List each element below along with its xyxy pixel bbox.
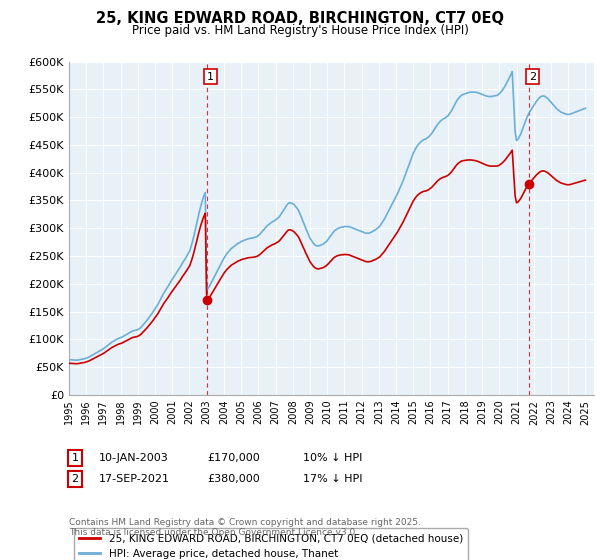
Text: 1: 1	[71, 453, 79, 463]
Text: 10-JAN-2003: 10-JAN-2003	[99, 453, 169, 463]
Text: 17% ↓ HPI: 17% ↓ HPI	[303, 474, 362, 484]
Text: 10% ↓ HPI: 10% ↓ HPI	[303, 453, 362, 463]
Text: 1: 1	[207, 72, 214, 82]
Text: 2: 2	[529, 72, 536, 82]
Text: 17-SEP-2021: 17-SEP-2021	[99, 474, 170, 484]
Text: 2: 2	[71, 474, 79, 484]
Text: £170,000: £170,000	[207, 453, 260, 463]
Text: Contains HM Land Registry data © Crown copyright and database right 2025.
This d: Contains HM Land Registry data © Crown c…	[69, 518, 421, 538]
Text: £380,000: £380,000	[207, 474, 260, 484]
Text: Price paid vs. HM Land Registry's House Price Index (HPI): Price paid vs. HM Land Registry's House …	[131, 24, 469, 37]
Text: 25, KING EDWARD ROAD, BIRCHINGTON, CT7 0EQ: 25, KING EDWARD ROAD, BIRCHINGTON, CT7 0…	[96, 11, 504, 26]
Legend: 25, KING EDWARD ROAD, BIRCHINGTON, CT7 0EQ (detached house), HPI: Average price,: 25, KING EDWARD ROAD, BIRCHINGTON, CT7 0…	[74, 528, 468, 560]
